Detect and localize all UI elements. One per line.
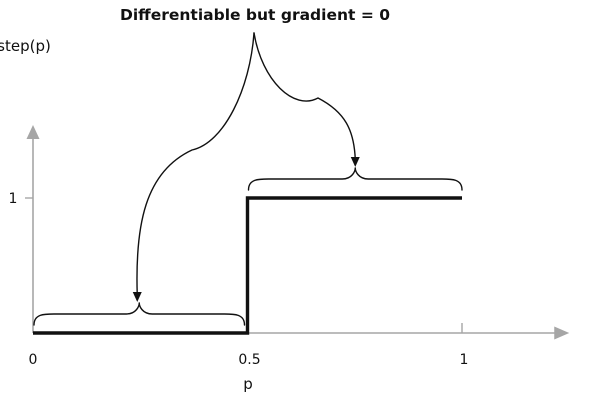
tick-group: 0 0.5 1 1	[9, 191, 469, 368]
annotation-braces	[33, 167, 463, 326]
annotation-arrows	[132, 32, 360, 302]
axes-group	[26, 125, 570, 340]
chart-title: Differentiable but gradient = 0	[120, 6, 390, 24]
y-axis-label: step(p)	[0, 37, 51, 55]
y-tick-label: 1	[9, 191, 18, 207]
annotation-arrowhead-2	[350, 157, 360, 167]
x-tick-label: 0.5	[238, 352, 260, 368]
x-axis-label: p	[243, 375, 253, 393]
annotation-arrowhead-1	[132, 292, 142, 302]
x-axis-arrowhead	[554, 326, 570, 340]
series-line-1	[33, 196, 462, 335]
x-tick-label: 0	[29, 352, 38, 368]
curly-brace-1	[33, 302, 246, 326]
annotation-arrow-2	[253, 32, 356, 160]
series-group	[33, 196, 462, 335]
y-axis-arrowhead	[26, 125, 40, 139]
annotation-arrow-1	[136, 32, 255, 296]
curly-brace-2	[247, 167, 463, 191]
x-tick-label: 1	[460, 352, 469, 368]
